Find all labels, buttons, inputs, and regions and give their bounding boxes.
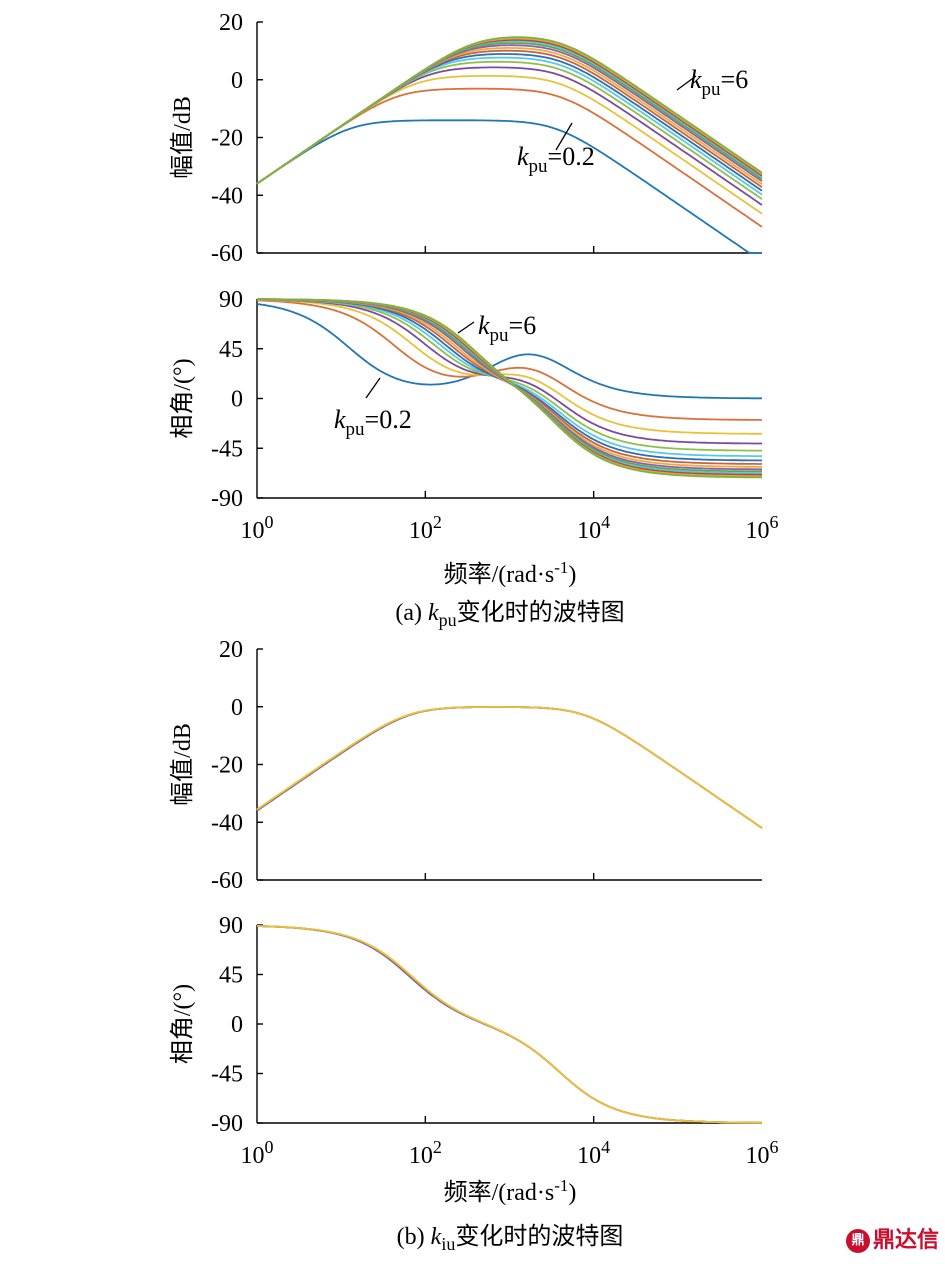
b-phase-xtick-label: 102 — [409, 1137, 442, 1169]
b-mag-series — [256, 706, 763, 829]
b-mag-axes: 20 0 -20 -40 -60 幅值/dB — [169, 637, 762, 894]
a-phase-ann-kpu02: kpu=0.2 — [334, 405, 412, 440]
a-phase-ytick-label: 45 — [219, 337, 243, 363]
b-phase-line — [256, 925, 762, 1124]
watermark-logo-icon: 鼎 — [845, 1229, 870, 1253]
a-phase-ann-leader-kpu02 — [365, 377, 381, 399]
a-mag-line — [256, 49, 763, 188]
b-phase-xtick-label: 104 — [577, 1137, 610, 1169]
a-phase-xticklabels: 100 102 104 106 — [241, 512, 779, 544]
b-phase-ytick-label: -90 — [211, 1111, 243, 1137]
b-phase-ylabel: 相角/(°) — [169, 984, 196, 1064]
b-phase-line — [257, 925, 762, 1124]
a-phase-ytick-label: -45 — [211, 436, 243, 462]
b-phase-axes: 90 45 0 -45 -90 相角/(°) — [169, 913, 762, 1137]
caption-a: (a) kpu变化时的波特图 — [395, 599, 624, 630]
a-phase-ytick-label: 0 — [231, 387, 243, 413]
b-mag-ylabel: 幅值/dB — [169, 723, 196, 806]
b-phase-xtick-label: 106 — [746, 1137, 779, 1169]
a-mag-ann-leader-kpu6 — [676, 75, 697, 91]
a-mag-ytick-label: -60 — [211, 241, 243, 267]
a-phase-xtick-label: 106 — [746, 512, 779, 544]
a-phase-ann-leader-kpu6 — [457, 321, 475, 334]
a-phase-axes: 90 45 0 -45 -90 相角/(°) — [169, 287, 762, 512]
a-mag-ann-kpu02: kpu=0.2 — [517, 142, 595, 177]
a-mag-ytick-label: -20 — [211, 126, 243, 152]
a-mag-ytick-label: 0 — [231, 68, 243, 94]
b-phase-xtick-label: 100 — [241, 1137, 274, 1169]
a-phase-series — [256, 298, 763, 479]
a-mag-ytick-label: -40 — [211, 183, 243, 209]
b-mag-line — [256, 706, 763, 829]
a-mag-ann-kpu6: kpu=6 — [690, 65, 748, 100]
a-mag-line — [256, 75, 763, 215]
a-mag-series — [256, 36, 763, 254]
watermark: 鼎鼎达信 — [845, 1222, 939, 1254]
b-mag-ytick-label: 0 — [231, 695, 243, 721]
a-phase-ytick-label: 90 — [219, 287, 243, 313]
b-mag-line — [256, 706, 763, 829]
a-mag-line — [256, 44, 763, 185]
a-mag-ytick-label: 20 — [219, 10, 243, 36]
b-phase-ytick-label: 45 — [219, 963, 243, 989]
a-phase-ylabel: 相角/(°) — [169, 358, 196, 438]
b-phase-xticklabels: 100 102 104 106 — [241, 1137, 779, 1169]
a-phase-line — [257, 298, 762, 479]
b-xlabel: 频率/(rad·s-1) — [444, 1176, 577, 1207]
a-phase-line — [256, 298, 762, 435]
a-mag-ylabel: 幅值/dB — [169, 96, 196, 179]
a-phase-ytick-label: -90 — [211, 486, 243, 512]
b-mag-ytick-label: -40 — [211, 810, 243, 836]
a-phase-line — [256, 299, 762, 421]
b-phase-ytick-label: 0 — [231, 1012, 243, 1038]
a-mag-line — [256, 36, 763, 185]
watermark-text: 鼎达信 — [872, 1228, 939, 1253]
b-phase-line — [256, 925, 762, 1124]
b-mag-ytick-label: -20 — [211, 753, 243, 779]
a-phase-xtick-label: 100 — [241, 512, 274, 544]
a-phase-ann-kpu6: kpu=6 — [478, 311, 536, 346]
a-mag-line — [256, 87, 763, 228]
b-phase-line — [256, 925, 762, 1124]
a-phase-line — [257, 298, 762, 445]
a-xlabel: 频率/(rad·s-1) — [444, 558, 577, 589]
b-mag-line — [256, 706, 763, 829]
b-mag-line — [256, 706, 763, 829]
b-phase-ytick-label: 90 — [219, 913, 243, 939]
b-phase-ytick-label: -45 — [211, 1062, 243, 1088]
a-phase-line — [256, 303, 762, 400]
b-mag-ytick-label: 20 — [219, 637, 243, 663]
a-phase-xtick-label: 102 — [409, 512, 442, 544]
a-mag-axes: 20 0 -20 -40 -60 幅值/dB — [169, 10, 762, 267]
a-mag-line — [256, 119, 762, 254]
b-phase-series — [256, 925, 762, 1124]
a-mag-ann-leader-kpu02 — [555, 122, 573, 151]
a-phase-xtick-label: 104 — [577, 512, 610, 544]
caption-b: (b) kiu变化时的波特图 — [397, 1223, 624, 1254]
b-mag-ytick-label: -60 — [211, 868, 243, 894]
